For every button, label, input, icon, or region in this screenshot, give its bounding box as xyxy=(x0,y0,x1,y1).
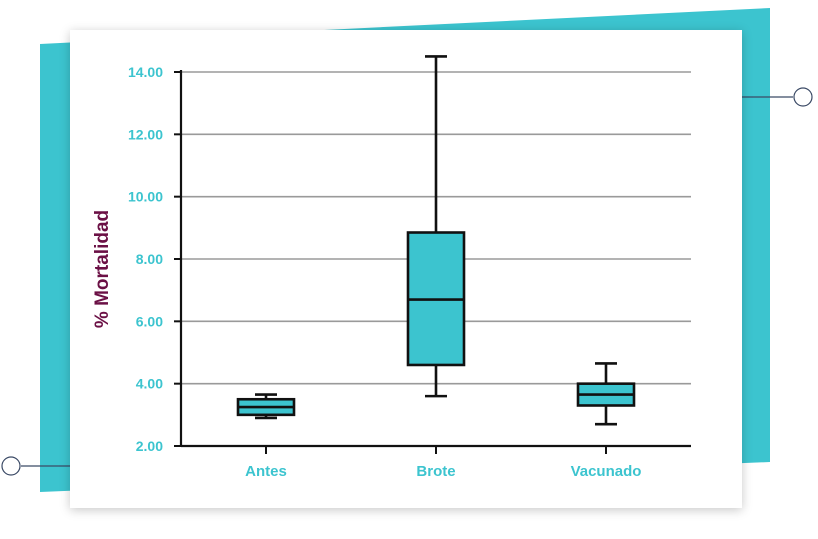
y-axis-title: % Mortalidad xyxy=(92,210,113,328)
box-vacunado xyxy=(576,362,636,426)
y-axis-ticks: 2.00 4.00 6.00 8.00 10.00 12.00 14.00 xyxy=(128,64,181,454)
x-category-label: Antes xyxy=(245,463,287,480)
connector-node-right-icon xyxy=(793,87,813,107)
y-tick-label: 4.00 xyxy=(136,376,163,392)
connector-node-left-icon xyxy=(1,456,21,476)
box-antes xyxy=(236,393,296,420)
y-tick-label: 10.00 xyxy=(128,189,163,205)
y-tick-label: 6.00 xyxy=(136,313,163,329)
x-category-label: Vacunado xyxy=(571,463,642,480)
y-tick-label: 12.00 xyxy=(128,126,163,142)
x-axis-labels: Antes Brote Vacunado xyxy=(245,446,641,480)
boxes xyxy=(236,55,636,426)
boxplot-chart: 2.00 4.00 6.00 8.00 10.00 12.00 14.00 Antes Bro… xyxy=(92,55,691,480)
chart-card: 2.00 4.00 6.00 8.00 10.00 12.00 14.00 Antes Bro… xyxy=(70,30,742,508)
y-tick-label: 8.00 xyxy=(136,251,163,267)
x-category-label: Brote xyxy=(416,463,455,480)
box-brote xyxy=(406,55,466,398)
y-tick-label: 2.00 xyxy=(136,438,163,454)
y-tick-label: 14.00 xyxy=(128,64,163,80)
